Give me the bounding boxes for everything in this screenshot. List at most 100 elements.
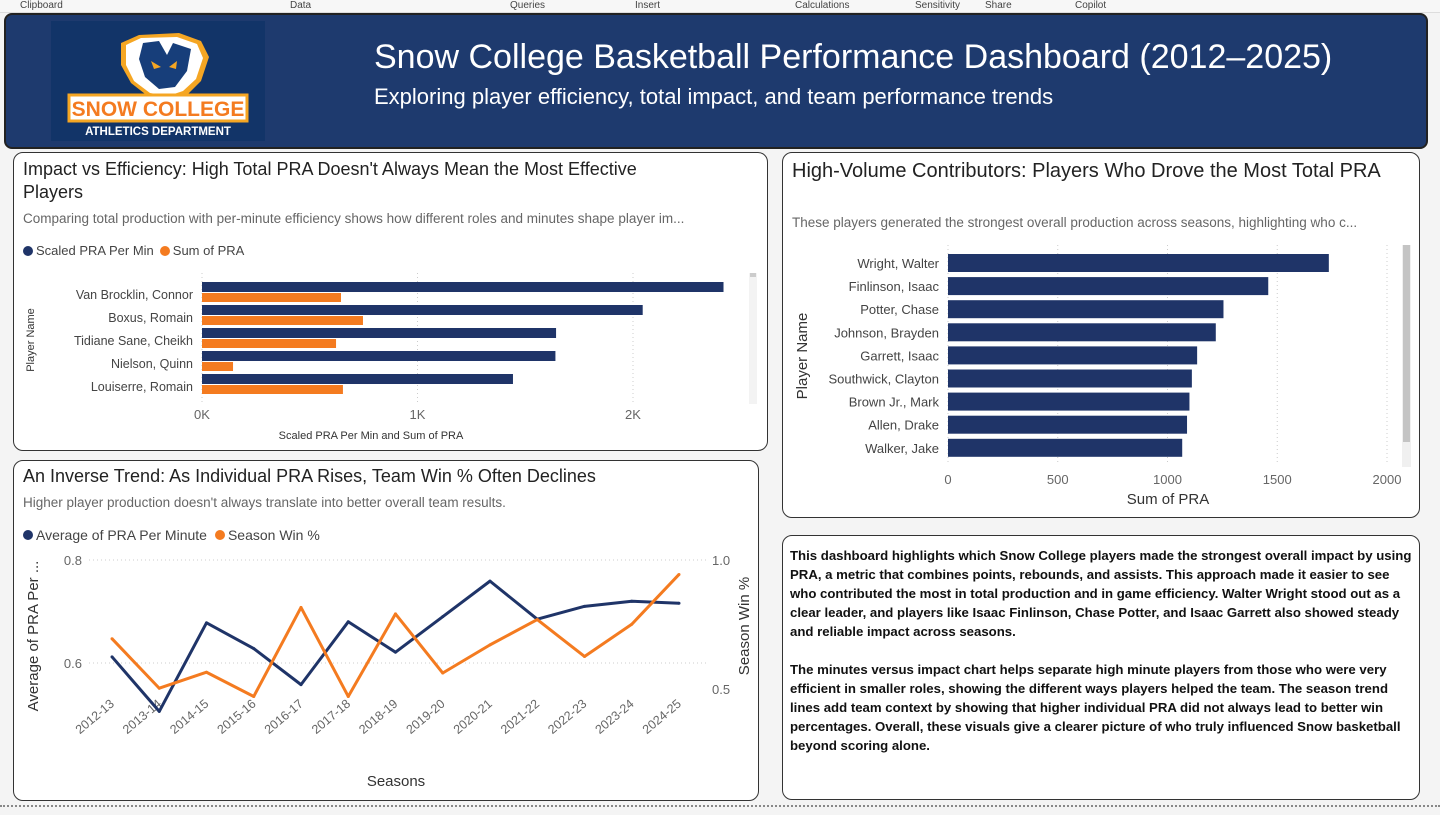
x-tick-label: 2012-13: [73, 697, 117, 737]
category-label: Wright, Walter: [857, 256, 939, 271]
bar-scaled-pra-per-min: [202, 374, 513, 384]
bar-sum-of-pra: [202, 316, 363, 325]
ribbon-group[interactable]: Queries: [510, 0, 546, 11]
dashboard-header: SNOW COLLEGE ATHLETICS DEPARTMENT Snow C…: [4, 13, 1428, 149]
snow-college-logo: SNOW COLLEGE ATHLETICS DEPARTMENT: [51, 21, 265, 141]
high-volume-panel[interactable]: High-Volume Contributors: Players Who Dr…: [782, 152, 1420, 518]
data-point: [252, 647, 256, 651]
y2-tick-label: 1.0: [712, 553, 730, 568]
narrative-panel: This dashboard highlights which Snow Col…: [782, 535, 1420, 800]
bar-sum-of-pra: [948, 254, 1329, 272]
data-point: [488, 643, 492, 647]
x-tick-label: 2023-24: [593, 697, 637, 737]
category-label: Southwick, Clayton: [828, 372, 939, 387]
x-tick-label: 0: [944, 472, 951, 487]
data-point: [110, 655, 114, 659]
y-axis-title: Player Name: [794, 313, 811, 400]
data-point: [110, 637, 114, 641]
x-tick-label: 2021-22: [498, 697, 542, 737]
x-tick-label: 2019-20: [404, 697, 448, 737]
data-point: [299, 683, 303, 687]
legend-navy-dot: [23, 245, 33, 256]
chart-legend: Scaled PRA Per Min Sum of PRA: [23, 243, 244, 258]
legend-label[interactable]: Average of PRA Per Minute: [36, 527, 207, 543]
ribbon-strip: Clipboard Data Queries Insert Calculatio…: [0, 0, 1440, 13]
bar-sum-of-pra: [948, 415, 1188, 434]
bar-sum-of-pra: [948, 369, 1192, 388]
x-tick-label: 2014-15: [167, 697, 211, 737]
bar-sum-of-pra: [948, 300, 1224, 319]
category-label: Louiserre, Romain: [91, 380, 193, 394]
category-label: Johnson, Brayden: [834, 325, 939, 340]
page-divider: [0, 805, 1440, 807]
data-point: [394, 650, 397, 654]
data-point: [441, 615, 445, 619]
narrative-text: This dashboard highlights which Snow Col…: [790, 546, 1412, 774]
bar-sum-of-pra: [202, 362, 234, 371]
ribbon-group[interactable]: Clipboard: [20, 0, 63, 11]
scrollbar-thumb[interactable]: [1403, 245, 1410, 442]
ribbon-group[interactable]: Calculations: [795, 0, 850, 11]
data-point: [157, 709, 161, 713]
x-tick-label: 2018-19: [356, 697, 400, 737]
panel-subtitle: Comparing total production with per-minu…: [23, 211, 685, 226]
x-tick-label: 1K: [410, 407, 426, 422]
panel-subtitle: These players generated the strongest ov…: [792, 215, 1358, 230]
x-tick-label: 2017-18: [309, 697, 353, 737]
ribbon-group[interactable]: Insert: [635, 0, 661, 11]
legend-label[interactable]: Scaled PRA Per Min: [36, 243, 154, 258]
inverse-trend-panel[interactable]: An Inverse Trend: As Individual PRA Rise…: [13, 460, 759, 801]
x-tick-label: 2015-16: [215, 697, 259, 737]
badger-logo-icon: SNOW COLLEGE ATHLETICS DEPARTMENT: [67, 33, 249, 138]
data-point: [346, 620, 350, 624]
data-point: [677, 601, 681, 605]
category-label: Finlinson, Isaac: [849, 279, 940, 294]
data-point: [346, 694, 350, 698]
x-tick-label: 0K: [194, 407, 210, 422]
ribbon-group[interactable]: Data: [290, 0, 312, 11]
bar-scaled-pra-per-min: [202, 282, 724, 292]
y2-tick-label: 0.5: [712, 682, 730, 697]
x-tick-label: 2K: [625, 407, 641, 422]
scrollbar[interactable]: [749, 273, 757, 404]
category-label: Tidiane Sane, Cheikh: [74, 334, 193, 348]
bar-sum-of-pra: [202, 339, 337, 348]
data-point: [630, 599, 634, 603]
trend-line-chart: 0.8 1.0 0.6 0.5 2012-13 2013-14 2014-15 2015-16…: [25, 553, 753, 790]
bar-scaled-pra-per-min: [202, 328, 557, 338]
bar-scaled-pra-per-min: [202, 305, 643, 315]
y-tick-label: 0.8: [64, 553, 82, 568]
x-axis-title: Sum of PRA: [1127, 491, 1210, 508]
y-axis-title: Average of PRA Per ...: [25, 561, 42, 712]
scrollbar-thumb[interactable]: [750, 273, 756, 277]
x-tick-label: 2024-25: [640, 697, 684, 737]
category-label: Walker, Jake: [865, 441, 939, 456]
category-label: Allen, Drake: [868, 418, 939, 433]
panel-title: Impact vs Efficiency: High Total PRA Doe…: [23, 159, 637, 202]
legend-orange-dot: [159, 245, 170, 256]
volume-bar-chart: 0 500 1000 1500 2000 Wright, Walter Finlinson,…: [794, 245, 1411, 508]
bar-sum-of-pra: [948, 346, 1198, 365]
x-tick-label: 500: [1047, 472, 1069, 487]
y-axis-title: Player Name: [25, 308, 37, 372]
legend-label[interactable]: Season Win %: [227, 527, 320, 543]
data-point: [535, 618, 539, 622]
x-tick-label: 1000: [1153, 472, 1182, 487]
bar-sum-of-pra: [948, 323, 1216, 342]
impact-efficiency-panel[interactable]: Impact vs Efficiency: High Total PRA Doe…: [13, 152, 768, 451]
bar-sum-of-pra: [202, 385, 343, 394]
data-point: [252, 694, 256, 698]
logo-subtext: ATHLETICS DEPARTMENT: [85, 126, 231, 138]
legend-label[interactable]: Sum of PRA: [172, 243, 245, 258]
ribbon-group[interactable]: Sensitivity: [915, 0, 961, 11]
category-label: Boxus, Romain: [108, 311, 193, 325]
impact-bar-chart: 0K 1K 2K Van Brocklin, Connor Boxus, Romain T…: [25, 273, 757, 442]
data-point: [583, 604, 586, 608]
data-point: [157, 686, 161, 690]
page-title: Snow College Basketball Performance Dash…: [374, 38, 1333, 76]
y2-axis-title: Season Win %: [736, 577, 753, 675]
ribbon-group[interactable]: Copilot: [1075, 0, 1107, 11]
legend-navy-dot: [23, 530, 33, 540]
data-point: [299, 605, 303, 609]
ribbon-group[interactable]: Share: [985, 0, 1012, 11]
